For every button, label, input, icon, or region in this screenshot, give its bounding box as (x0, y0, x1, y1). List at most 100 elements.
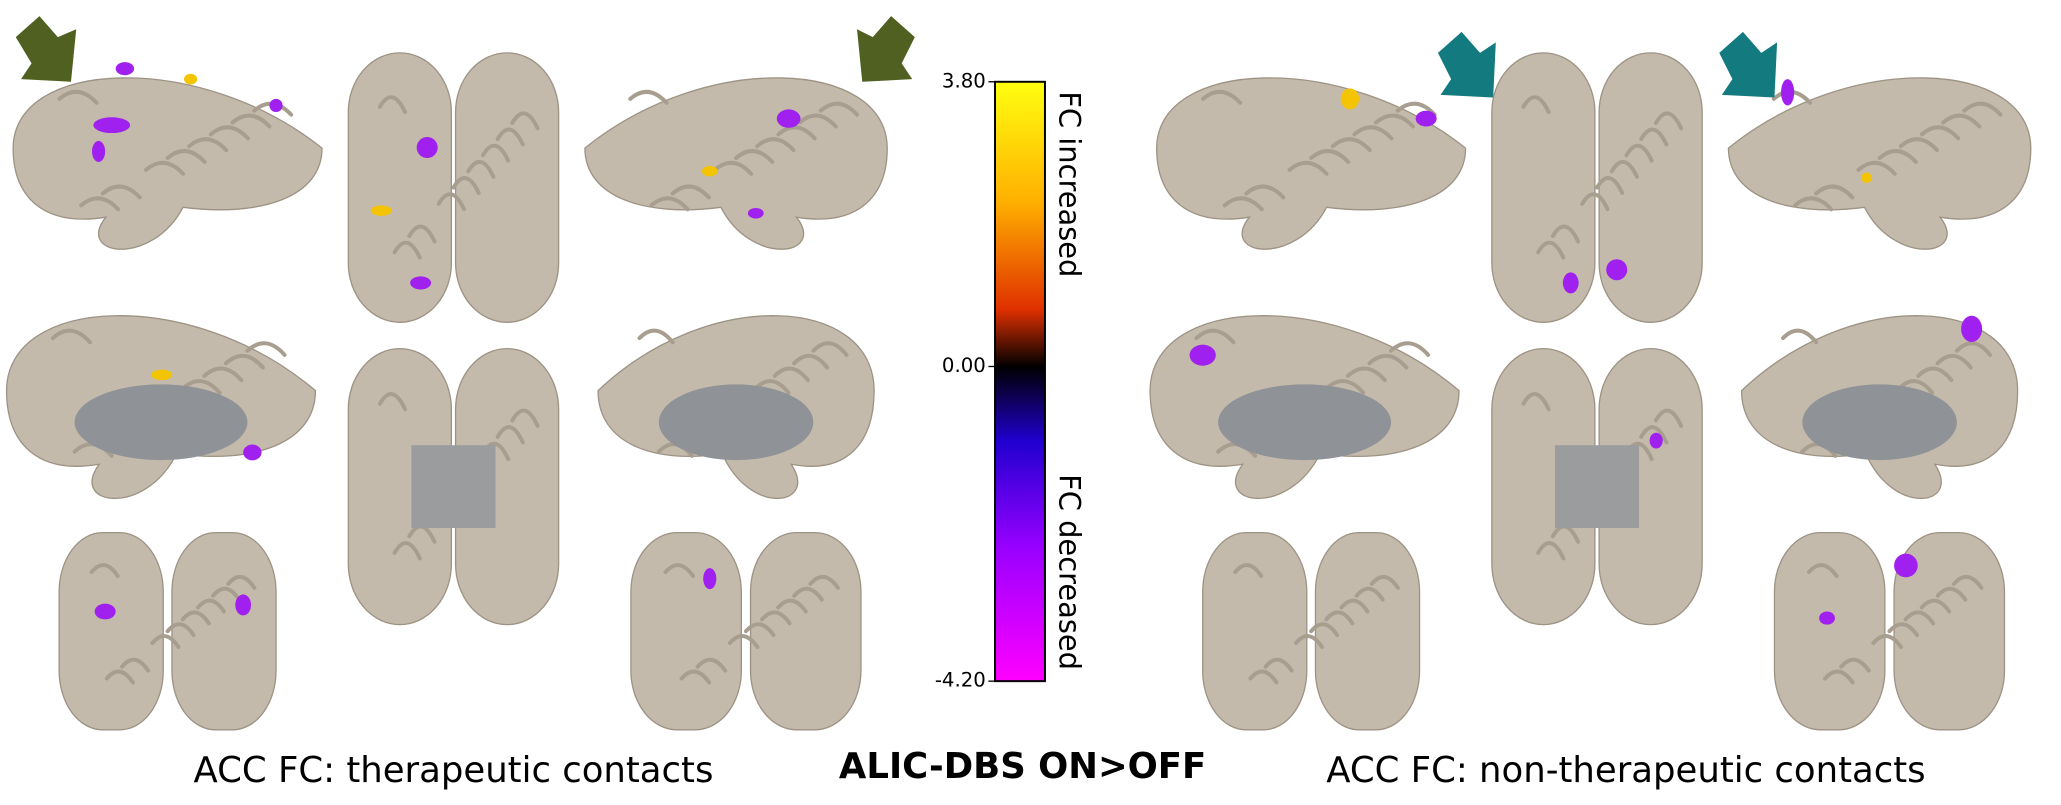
sulcus (377, 392, 408, 412)
activation (703, 568, 717, 590)
sulcus (663, 563, 695, 578)
sulcus (755, 137, 796, 153)
sulcus (466, 160, 496, 179)
sulcus (1389, 341, 1431, 357)
sulcus (1887, 622, 1920, 638)
sulcus (165, 622, 196, 638)
panel-caption: ACC FC: therapeutic contacts (194, 750, 714, 791)
sulcus (637, 328, 675, 345)
sulcus (792, 586, 824, 602)
cortex (1773, 531, 1886, 731)
sulcus (808, 575, 840, 590)
activation (701, 165, 718, 177)
sulcus (1201, 89, 1243, 105)
sulcus (1369, 575, 1400, 590)
sulcus (1919, 125, 1961, 141)
sulcus (1877, 149, 1918, 164)
activation (92, 140, 106, 162)
cortex (1491, 52, 1596, 323)
sulcus (1954, 341, 1992, 357)
sulcus (1309, 149, 1351, 164)
activation (1861, 172, 1872, 183)
sulcus (1263, 657, 1294, 673)
sulcus (50, 328, 92, 345)
activation (151, 369, 173, 381)
sulcus (1839, 657, 1871, 673)
cortex (454, 52, 560, 323)
sulcus (150, 634, 181, 649)
colorbar-label: FC increased (1052, 91, 1086, 277)
arrow (1437, 31, 1496, 98)
sulcus (407, 224, 437, 244)
sulcus (495, 425, 525, 445)
subcortex (658, 384, 814, 461)
sulcus (1521, 95, 1551, 115)
arrow (856, 16, 915, 82)
cortex (630, 531, 742, 731)
cortex (58, 531, 164, 731)
activation (1189, 344, 1216, 366)
brain-panel (5, 52, 888, 731)
sulcus (628, 89, 669, 105)
activation (1781, 79, 1795, 106)
sulcus (1244, 184, 1286, 200)
subcortex (1218, 384, 1392, 461)
cortex (1598, 52, 1703, 323)
colorbar-tick-label: 0.00 (942, 354, 986, 377)
sulcus (1653, 111, 1684, 131)
sulcus (226, 575, 257, 590)
sulcus (1935, 586, 1968, 602)
sulcus (165, 149, 207, 164)
sulcus (760, 610, 792, 626)
subcortex (411, 445, 496, 529)
figure-title: ALIC-DBS ON>OFF (839, 746, 1206, 787)
sulcus (377, 95, 408, 115)
sulcus (211, 586, 242, 602)
sulcus (712, 160, 754, 176)
sulcus (1962, 101, 2003, 117)
cortex (1314, 531, 1421, 731)
sulcus (811, 341, 849, 357)
sulcus (1935, 353, 1973, 370)
activation (1894, 553, 1918, 578)
sulcus (1898, 137, 1940, 153)
activation (1961, 315, 1983, 343)
activation (115, 62, 135, 76)
sulcus (79, 196, 121, 212)
activation (776, 109, 801, 128)
sulcus (649, 196, 690, 212)
sulcus (100, 184, 142, 200)
colorbar (994, 80, 1046, 683)
sulcus (1194, 328, 1236, 345)
colorbar-label: FC decreased (1052, 474, 1086, 670)
sulcus (187, 137, 229, 153)
sulcus (57, 89, 99, 105)
sulcus (180, 610, 211, 626)
arrow (1719, 31, 1778, 98)
sulcus (1339, 598, 1370, 614)
sulcus (223, 353, 265, 370)
activation (1819, 611, 1835, 625)
activation (1340, 88, 1360, 110)
sulcus (120, 657, 151, 673)
brain-renders (5, 52, 2032, 731)
sulcus (1609, 160, 1639, 179)
sulcus (818, 101, 859, 117)
sulcus (679, 669, 712, 685)
sulcus (195, 598, 226, 614)
sulcus (772, 366, 810, 383)
sulcus (1345, 366, 1387, 383)
subcortex (1802, 384, 1957, 461)
panel-caption: ACC FC: non-therapeutic contacts (1326, 750, 1925, 791)
sulcus (1814, 184, 1855, 200)
sulcus (695, 657, 728, 673)
sulcus (1354, 586, 1385, 602)
sulcus (510, 408, 540, 428)
sulcus (89, 563, 120, 578)
sulcus (1806, 563, 1839, 578)
cortex (171, 531, 277, 731)
activation (1649, 432, 1663, 449)
sulcus (1792, 196, 1834, 212)
